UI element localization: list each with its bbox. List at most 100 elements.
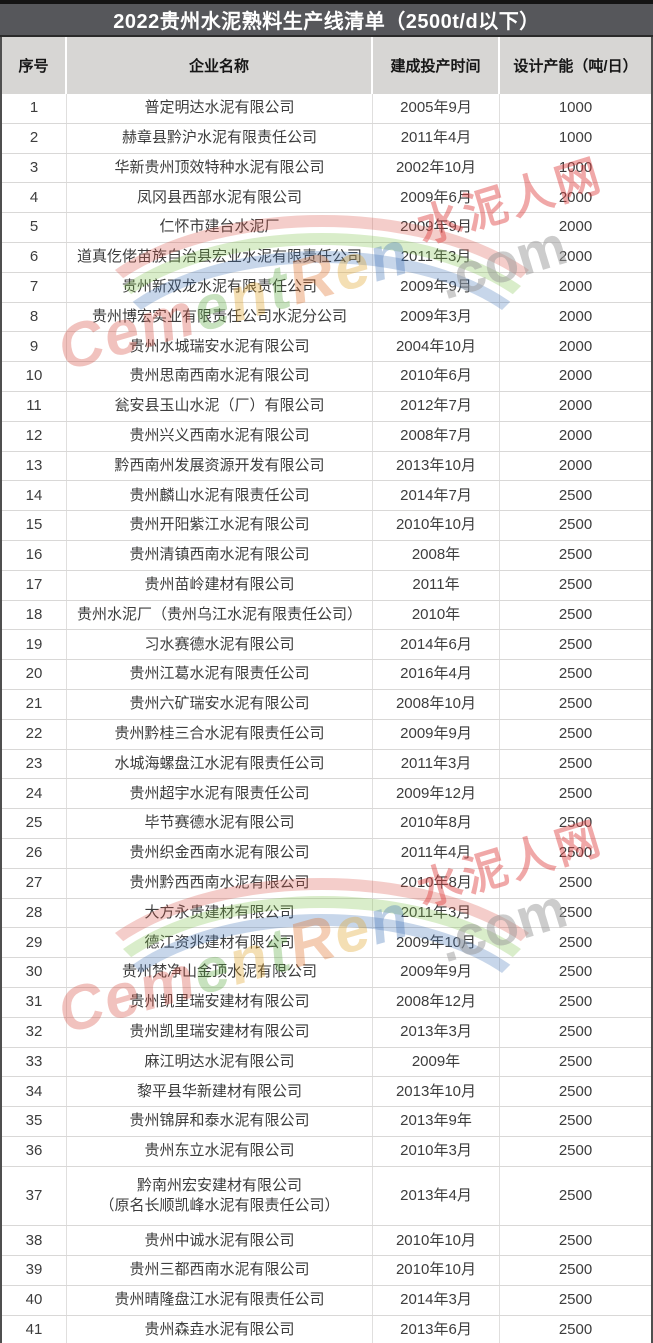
table-row: 37 黔南州宏安建材有限公司 （原名长顺凯峰水泥有限责任公司） 2013年4月 … (2, 1166, 651, 1227)
column-header-company: 企业名称 (67, 37, 373, 94)
company-name-cell: 瓮安县玉山水泥（厂）有限公司 (67, 391, 373, 421)
row-number-cell: 1 (2, 94, 67, 123)
table-row: 31 贵州凯里瑞安建材有限公司 2008年12月 2500 (2, 987, 651, 1018)
date-cell: 2016年4月 (373, 660, 500, 689)
date-cell: 2013年10月 (373, 1077, 500, 1107)
capacity-cell: 2500 (558, 873, 593, 891)
date-cell: 2010年10月 (373, 1256, 500, 1285)
company-former-name: （原名长顺凯峰水泥有限责任公司） (99, 1196, 340, 1214)
company-name-cell: 习水赛德水泥有限公司 (67, 630, 373, 660)
capacity-cell: 2500 (558, 1231, 593, 1249)
table-row: 9 贵州水城瑞安水泥有限公司 2004年10月 2000 (2, 332, 651, 363)
table-row: 7 贵州新双龙水泥有限责任公司 2009年9月 2000 (2, 272, 651, 303)
company-name-cell: 贵州六矿瑞安水泥有限公司 (67, 689, 373, 719)
date-cell: 2010年10月 (373, 511, 500, 540)
table-row: 17 贵州苗岭建材有限公司 2011年 2500 (2, 570, 651, 601)
company-name: 毕节赛德水泥有限公司 (144, 814, 295, 832)
company-name-cell: 仁怀市建台水泥厂 (67, 213, 373, 242)
company-name-cell: 贵州开阳紫江水泥有限公司 (67, 511, 373, 540)
company-name: 贵州新双龙水泥有限责任公司 (121, 278, 317, 296)
date-cell: 2010年8月 (373, 809, 500, 838)
table-row: 30 贵州梵净山金顶水泥有限公司 2009年9月 2500 (2, 958, 651, 988)
table-row: 28 大方永贵建材有限公司 2011年3月 2500 (2, 898, 651, 929)
table-row: 33 麻江明达水泥有限公司 2009年 2500 (2, 1047, 651, 1078)
company-name-cell: 贵州苗岭建材有限公司 (67, 570, 373, 600)
date-cell: 2008年12月 (373, 987, 500, 1017)
date-cell: 2013年10月 (373, 451, 500, 481)
table-row: 8 贵州博宏实业有限责任公司水泥分公司 2009年3月 2000 (2, 302, 651, 333)
table-row: 2 赫章县黔沪水泥有限责任公司 2011年4月 1000 (2, 123, 651, 154)
table-header-row: 序号 企业名称 建成投产时间 设计产能（吨/日） (2, 37, 651, 94)
date-cell: 2014年7月 (373, 481, 500, 511)
company-name: 贵州超宇水泥有限责任公司 (129, 784, 310, 802)
company-name: 习水赛德水泥有限公司 (144, 635, 295, 653)
date-cell: 2011年3月 (373, 242, 500, 272)
company-name: 贵州凯里瑞安建材有限公司 (129, 1022, 310, 1040)
company-name-cell: 贵州江葛水泥有限责任公司 (67, 660, 373, 689)
capacity-cell: 1000 (558, 129, 593, 147)
company-name-cell: 黎平县华新建材有限公司 (67, 1077, 373, 1107)
table-row: 36 贵州东立水泥有限公司 2010年3月 2500 (2, 1136, 651, 1167)
row-number-cell: 25 (2, 809, 67, 838)
capacity-cell: 2500 (558, 1291, 593, 1309)
table-row: 10 贵州思南西南水泥有限公司 2010年6月 2000 (2, 362, 651, 392)
company-name-cell: 麻江明达水泥有限公司 (67, 1047, 373, 1077)
date-cell: 2014年3月 (373, 1285, 500, 1315)
row-number-cell: 8 (2, 302, 67, 332)
row-number-cell: 16 (2, 540, 67, 570)
capacity-cell: 2500 (558, 993, 593, 1011)
row-number-cell: 4 (2, 183, 67, 213)
company-name-cell: 贵州凯里瑞安建材有限公司 (67, 1017, 373, 1047)
capacity-cell: 2500 (558, 516, 593, 534)
row-number-cell: 21 (2, 689, 67, 719)
date-cell: 2012年7月 (373, 391, 500, 421)
company-name-cell: 贵州森垚水泥有限公司 (67, 1315, 373, 1343)
company-name-cell: 大方永贵建材有限公司 (67, 898, 373, 928)
company-name: 瓮安县玉山水泥（厂）有限公司 (114, 397, 325, 415)
company-name-cell: 贵州博宏实业有限责任公司水泥分公司 (67, 302, 373, 332)
company-name: 贵州东立水泥有限公司 (144, 1142, 295, 1160)
company-name-cell: 华新贵州顶效特种水泥有限公司 (67, 153, 373, 183)
date-cell: 2010年10月 (373, 1226, 500, 1256)
table-row: 13 黔西南州发展资源开发有限公司 2013年10月 2000 (2, 451, 651, 482)
date-cell: 2009年9月 (373, 272, 500, 302)
row-number-cell: 6 (2, 242, 67, 272)
table-row: 32 贵州凯里瑞安建材有限公司 2013年3月 2500 (2, 1017, 651, 1048)
capacity-cell: 2500 (558, 576, 593, 594)
capacity-cell: 2000 (558, 307, 593, 325)
date-cell: 2010年 (373, 600, 500, 630)
company-name: 贵州梵净山金顶水泥有限公司 (121, 963, 317, 981)
capacity-cell: 2000 (558, 218, 593, 236)
company-name-cell: 贵州中诚水泥有限公司 (67, 1226, 373, 1256)
date-cell: 2009年6月 (373, 183, 500, 213)
date-cell: 2013年6月 (373, 1315, 500, 1343)
company-name-cell: 贵州东立水泥有限公司 (67, 1136, 373, 1166)
capacity-cell: 2500 (558, 1320, 593, 1338)
row-number-cell: 33 (2, 1047, 67, 1077)
table-row: 41 贵州森垚水泥有限公司 2013年6月 2500 (2, 1315, 651, 1343)
capacity-cell: 2000 (558, 278, 593, 296)
table-row: 27 贵州黔西西南水泥有限公司 2010年8月 2500 (2, 868, 651, 899)
date-cell: 2009年 (373, 1047, 500, 1077)
company-name: 贵州苗岭建材有限公司 (144, 576, 295, 594)
date-cell: 2002年10月 (373, 153, 500, 183)
row-number-cell: 30 (2, 958, 67, 987)
capacity-cell: 2500 (558, 605, 593, 623)
column-header-capacity: 设计产能（吨/日） (513, 58, 638, 75)
table-row: 12 贵州兴义西南水泥有限公司 2008年7月 2000 (2, 421, 651, 452)
column-header-date: 建成投产时间 (373, 37, 500, 94)
date-cell: 2011年3月 (373, 749, 500, 779)
date-cell: 2008年7月 (373, 421, 500, 451)
company-name-cell: 德江资兆建材有限公司 (67, 928, 373, 958)
row-number-cell: 5 (2, 213, 67, 242)
row-number-cell: 35 (2, 1107, 67, 1136)
company-name: 贵州织金西南水泥有限公司 (129, 844, 310, 862)
company-name-cell: 道真仡佬苗族自治县宏业水泥有限责任公司 (67, 242, 373, 272)
date-cell: 2010年8月 (373, 868, 500, 898)
company-name: 大方永贵建材有限公司 (144, 903, 295, 921)
date-cell: 2009年9月 (373, 958, 500, 987)
capacity-cell: 1000 (558, 99, 593, 117)
capacity-cell: 2500 (558, 1112, 593, 1130)
date-cell: 2011年4月 (373, 838, 500, 868)
